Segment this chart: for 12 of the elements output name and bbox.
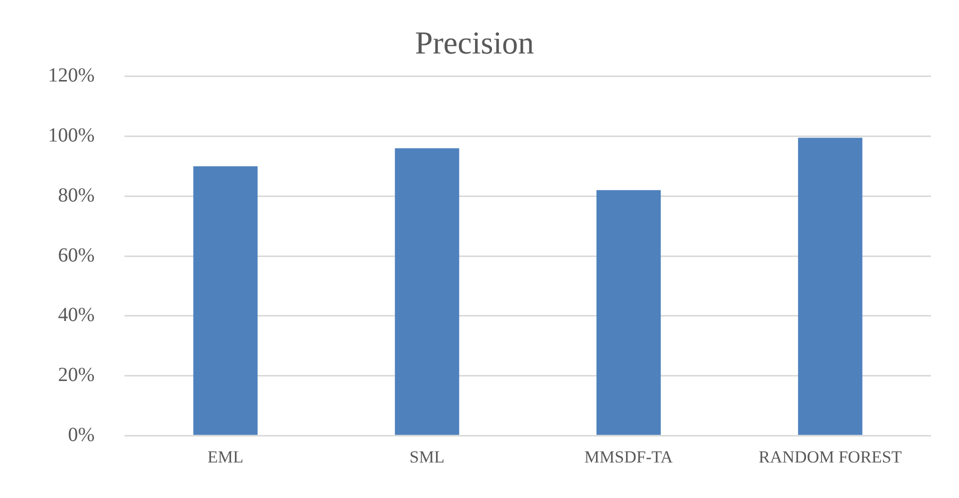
- y-tick-label: 60%: [58, 244, 95, 266]
- y-tick-label: 120%: [48, 64, 95, 87]
- x-tick-label: MMSDF-TA: [584, 447, 674, 466]
- y-tick-label: 20%: [58, 364, 95, 386]
- y-tick-label: 0%: [68, 424, 95, 446]
- x-tick-label: EML: [208, 447, 244, 466]
- y-tick-label: 40%: [58, 304, 95, 326]
- x-tick-label: SML: [410, 447, 445, 466]
- x-tick-label: RANDOM FOREST: [758, 447, 902, 466]
- chart-title: Precision: [414, 24, 534, 61]
- y-tick-label: 80%: [58, 184, 95, 206]
- y-tick-label: 100%: [48, 124, 95, 147]
